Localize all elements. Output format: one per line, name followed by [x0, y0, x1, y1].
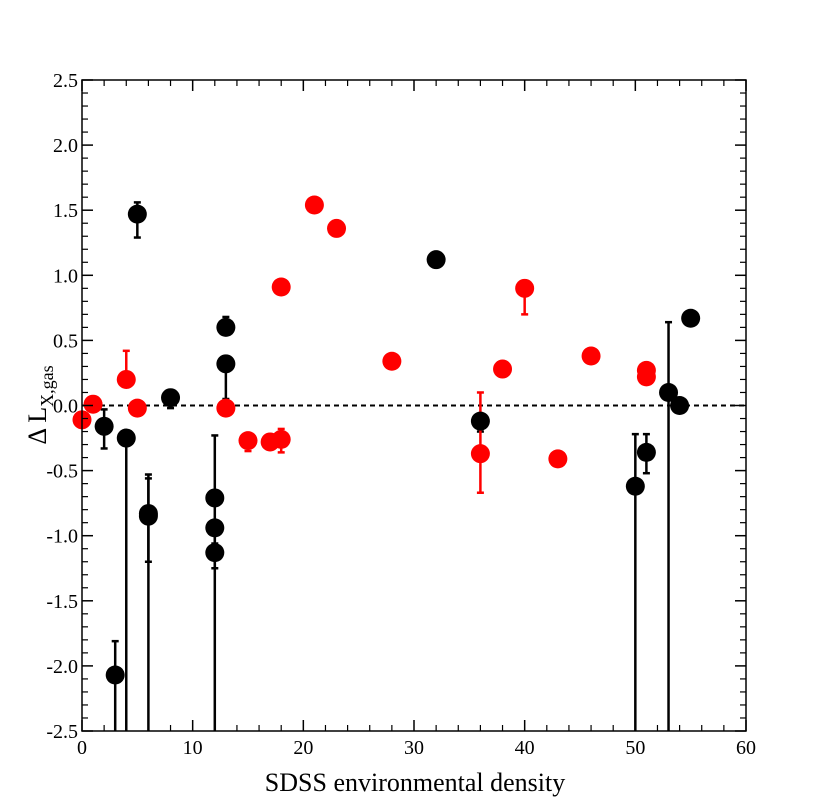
x-tick-label: 10	[183, 737, 203, 759]
errorbar-layer	[100, 201, 673, 731]
data-point-black	[205, 518, 225, 538]
data-point-black	[205, 488, 225, 508]
x-tick-label: 40	[515, 737, 535, 759]
y-tick-label: -1.5	[46, 591, 78, 613]
data-point-red	[548, 449, 568, 469]
data-point-black	[161, 388, 181, 408]
data-point-red	[470, 444, 490, 464]
y-axis-title-main: Δ L	[23, 407, 52, 445]
axes: 0 10 20 30 40 50 60 -2.5 -2.0 -1.5 -1.0 -0.5 0.0 0.5 1…	[46, 70, 756, 759]
y-tick-label: -0.5	[46, 461, 78, 483]
y-tick-label: 0.5	[53, 330, 78, 352]
data-point-black	[216, 317, 236, 337]
data-point-black	[94, 416, 114, 436]
x-tick-label: 60	[736, 737, 756, 759]
data-point-black	[216, 354, 236, 374]
x-tick-label: 30	[404, 737, 424, 759]
data-point-black	[470, 411, 490, 431]
y-tick-label: 2.0	[53, 135, 78, 157]
y-tick-label: -2.5	[46, 721, 78, 743]
data-point-red	[127, 398, 147, 418]
data-point-red	[327, 218, 347, 238]
data-point-red	[216, 398, 236, 418]
data-point-black	[670, 396, 690, 415]
data-point-red	[515, 278, 535, 298]
x-tick-label: 20	[293, 737, 313, 759]
data-point-black	[138, 506, 158, 526]
data-point-red	[636, 367, 656, 387]
y-tick-label: 2.5	[53, 70, 78, 92]
x-tick-label: 0	[77, 737, 87, 759]
point-layer	[72, 195, 701, 685]
data-point-red	[382, 351, 402, 371]
data-point-red	[304, 195, 324, 215]
data-point-black	[116, 428, 136, 448]
data-point-black	[426, 250, 446, 270]
y-axis-title-subscript: X,gas	[37, 365, 57, 407]
y-tick-label: -1.0	[46, 526, 78, 548]
data-point-black	[681, 308, 701, 328]
y-tick-label: 0.0	[53, 396, 78, 418]
data-point-red	[493, 359, 513, 379]
data-point-black	[659, 382, 679, 402]
data-point-red	[116, 369, 136, 389]
y-tick-label: 1.0	[53, 265, 78, 287]
data-point-red	[238, 431, 258, 451]
y-tick-label: 1.5	[53, 200, 78, 222]
data-point-red	[581, 346, 601, 366]
data-point-red	[271, 277, 291, 297]
data-point-black	[205, 543, 225, 563]
x-tick-label: 50	[625, 737, 645, 759]
data-point-red	[271, 429, 291, 449]
data-point-black	[105, 665, 125, 685]
x-axis-title: SDSS environmental density	[265, 768, 565, 797]
y-tick-label: -2.0	[46, 656, 78, 678]
data-point-black	[625, 476, 645, 496]
data-point-black	[636, 442, 656, 462]
y-axis-title: Δ LX,gas	[23, 365, 57, 444]
data-point-black	[127, 204, 147, 224]
data-point-red	[83, 394, 103, 414]
